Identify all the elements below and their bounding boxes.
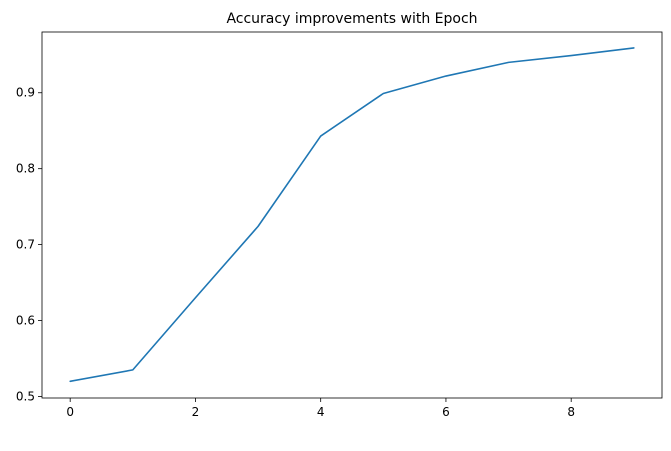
axis-ticks: 0 2 4 6 8 0.5 0.6 0.7 0.8 0.9 <box>16 86 575 419</box>
x-tick-label: 4 <box>317 405 325 419</box>
x-tick-label: 0 <box>66 405 74 419</box>
y-tick-label: 0.8 <box>16 162 35 176</box>
series-line-0 <box>69 47 635 383</box>
x-tick-label: 2 <box>192 405 200 419</box>
chart-title: Accuracy improvements with Epoch <box>226 11 477 27</box>
x-tick-label: 6 <box>442 405 450 419</box>
y-tick-label: 0.7 <box>16 238 35 252</box>
y-tick-label: 0.5 <box>16 389 35 403</box>
y-tick-label: 0.9 <box>16 86 35 100</box>
x-tick-label: 8 <box>567 405 575 419</box>
plot-frame <box>41 31 663 399</box>
series-layer <box>69 47 635 383</box>
y-tick-label: 0.6 <box>16 314 35 328</box>
